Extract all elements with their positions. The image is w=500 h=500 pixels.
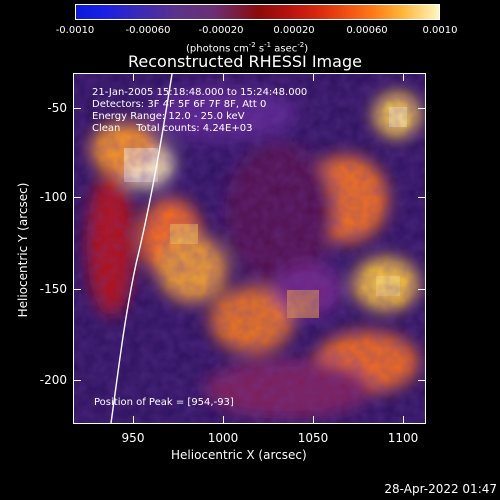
colorbar-tick-label: -0.0010 — [55, 25, 95, 36]
observation-time: 21-Jan-2005 15:18:48.000 to 15:24:48.000 — [92, 87, 308, 98]
x-tick-mark — [313, 73, 314, 81]
colorbar-tick-label: 0.00020 — [273, 25, 315, 36]
plot-title: Reconstructed RHESSI Image — [128, 52, 362, 71]
y-tick-label: -150 — [39, 282, 67, 296]
x-tick-label: 1100 — [387, 431, 419, 445]
solar-limb-line — [110, 74, 173, 423]
colorbar-tick-label: -0.00020 — [198, 25, 244, 36]
x-tick-mark — [223, 416, 224, 424]
emission-region — [225, 142, 335, 286]
x-tick-mark — [133, 416, 134, 424]
colorbar-tick-label: 0.0010 — [422, 25, 458, 36]
emission-region — [210, 287, 294, 353]
hot-spot — [389, 107, 407, 127]
generated-date: 28-Apr-2022 01:47 — [384, 482, 497, 496]
x-tick-label: 1050 — [297, 431, 329, 445]
y-tick-mark — [73, 108, 81, 109]
y-tick-label: -50 — [47, 101, 67, 115]
emission-regions — [87, 87, 421, 419]
emission-region — [146, 87, 300, 141]
colorbar-tick-label: 0.00060 — [346, 25, 388, 36]
detectors-info: Detectors: 3F 4F 5F 6F 7F 8F, Att 0 — [92, 99, 267, 110]
y-tick-mark — [73, 197, 81, 198]
x-axis-label: Heliocentric X (arcsec) — [171, 448, 307, 462]
solar-heatmap — [74, 74, 425, 423]
colorbar-unit-part: s — [255, 43, 265, 55]
emission-region — [204, 359, 372, 419]
y-tick-mark — [418, 108, 426, 109]
y-tick-mark — [418, 289, 426, 290]
x-tick-mark — [133, 73, 134, 81]
hot-spot — [287, 290, 319, 318]
colorbar-unit-sup: -2 — [248, 41, 256, 49]
colorbar-unit-prefix: (photons cm — [186, 43, 249, 55]
clean-counts: Clean Total counts: 4.24E+03 — [92, 123, 253, 134]
colorbar-tick-label: -0.00060 — [125, 25, 171, 36]
plot-frame: 21-Jan-2005 15:18:48.000 to 15:24:48.000… — [73, 73, 426, 424]
x-tick-mark — [403, 73, 404, 81]
colorbar-units: (photons cm-2 s-1 asec-2) — [186, 39, 308, 55]
emission-region — [87, 172, 135, 316]
y-tick-label: -200 — [39, 373, 67, 387]
y-tick-mark — [418, 197, 426, 198]
y-tick-mark — [73, 380, 81, 381]
colorbar — [75, 4, 440, 20]
x-tick-mark — [313, 416, 314, 424]
emission-region — [157, 235, 227, 303]
hot-spot — [170, 224, 198, 244]
colorbar-unit-part: asec — [271, 43, 298, 55]
energy-range: Energy Range: 12.0 - 25.0 keV — [92, 111, 245, 122]
colorbar-unit-suffix: ) — [304, 43, 309, 55]
x-tick-label: 950 — [121, 431, 145, 445]
hot-spot — [124, 148, 158, 182]
peak-position: Position of Peak = [954,-93] — [94, 397, 234, 408]
y-tick-mark — [73, 289, 81, 290]
y-axis-label: Heliocentric Y (arcsec) — [16, 182, 30, 318]
x-tick-mark — [223, 73, 224, 81]
hot-spot — [376, 276, 400, 296]
colorbar-unit-sup: -2 — [297, 41, 305, 49]
x-tick-label: 1000 — [207, 431, 239, 445]
y-tick-label: -100 — [39, 190, 67, 204]
y-tick-mark — [418, 380, 426, 381]
colorbar-unit-sup: -1 — [264, 41, 272, 49]
hot-spots — [124, 107, 407, 318]
x-tick-mark — [403, 416, 404, 424]
